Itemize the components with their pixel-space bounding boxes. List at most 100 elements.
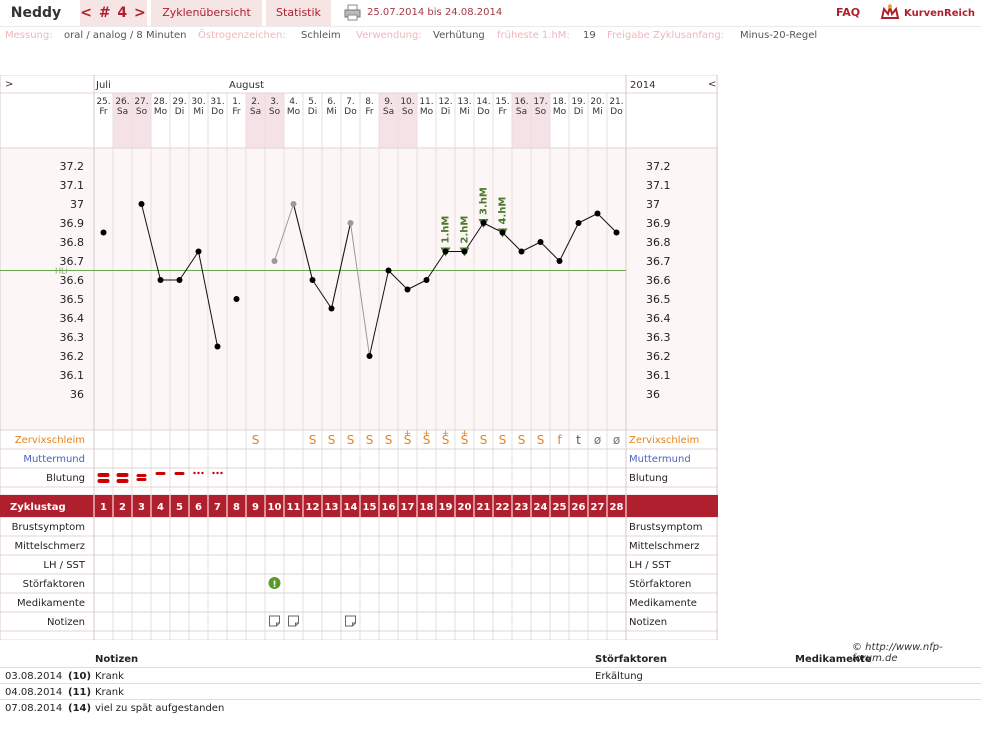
temperature-point-excluded[interactable] — [271, 258, 278, 264]
temperature-line — [293, 203, 313, 281]
mucus-observation: S — [442, 433, 450, 447]
day-weekday: Fr — [365, 107, 374, 117]
mucus-observation: S — [366, 433, 374, 447]
note-text: Krank — [95, 687, 124, 698]
prev-nav[interactable]: > — [5, 79, 13, 90]
cycle-day-number: 25 — [553, 502, 567, 513]
mucus-observation: f — [557, 433, 562, 447]
cycle-day-number: 17 — [401, 502, 415, 513]
temperature-point[interactable] — [556, 258, 563, 264]
y-tick-label: 36.7 — [60, 255, 85, 268]
note-date: 03.08.2014 — [5, 671, 63, 682]
temperature-point[interactable] — [537, 239, 544, 245]
temperature-point[interactable] — [233, 296, 240, 302]
temperature-line — [597, 213, 617, 233]
temperature-point[interactable] — [176, 277, 183, 283]
temperature-point[interactable] — [442, 248, 449, 255]
extra-row-label-right: Notizen — [629, 617, 667, 628]
y-tick-label-right: 36.7 — [646, 255, 671, 268]
temperature-point[interactable] — [499, 229, 506, 236]
y-tick-label-right: 36.4 — [646, 312, 671, 325]
bleeding-label-right: Blutung — [629, 473, 668, 484]
info-label-usage: Verwendung: — [356, 30, 422, 41]
mucus-observation: S — [461, 433, 469, 447]
cycle-day-number: 16 — [382, 502, 396, 513]
temperature-point[interactable] — [594, 210, 601, 217]
y-tick-label: 36.8 — [60, 236, 85, 249]
temperature-point[interactable] — [214, 343, 221, 350]
table-row: 03.08.2014 (10) Krank Erkältung — [0, 667, 981, 683]
day-date: 30. — [191, 97, 205, 107]
temperature-point[interactable] — [309, 277, 316, 283]
logo-text: KurvenReich — [904, 7, 976, 19]
day-weekday: Sa — [250, 107, 261, 117]
day-weekday: Do — [344, 107, 357, 117]
temperature-line — [578, 213, 598, 224]
temperature-point[interactable] — [138, 201, 145, 207]
day-date: 31. — [210, 97, 224, 107]
extra-row-label: Mittelschmerz — [15, 541, 85, 552]
note-icon[interactable] — [288, 615, 299, 627]
temperature-point[interactable] — [575, 220, 582, 226]
day-date: 14. — [476, 97, 490, 107]
temperature-point[interactable] — [518, 248, 525, 255]
mucus-observation: S — [518, 433, 526, 447]
info-label-estrogen: Östrogenzeichen: — [198, 30, 286, 41]
cycle-day-number: 19 — [439, 502, 453, 513]
weekend-shade — [531, 93, 550, 148]
day-date: 20. — [590, 97, 604, 107]
temperature-point[interactable] — [157, 277, 164, 283]
note-date: 07.08.2014 — [5, 703, 63, 714]
temperature-point-excluded[interactable] — [290, 201, 297, 207]
note-icon[interactable] — [345, 615, 356, 627]
cycle-day-number: 11 — [287, 502, 301, 513]
tab-cycle-overview[interactable]: Zyklenübersicht — [151, 0, 262, 26]
higher-measurement-label: 4.hM — [498, 197, 509, 225]
info-value-estrogen: Schleim — [301, 30, 341, 41]
year-label: 2014 — [630, 80, 655, 91]
temperature-point[interactable] — [385, 267, 392, 274]
temperature-point[interactable] — [404, 286, 411, 293]
temperature-point[interactable] — [366, 353, 373, 359]
higher-measurement-label: 3.hM — [479, 187, 490, 215]
mucus-observation: S — [480, 433, 488, 447]
mucus-observation: S — [347, 433, 355, 447]
day-weekday: Fr — [232, 107, 241, 117]
day-weekday: Di — [441, 107, 450, 117]
cycle-nav[interactable]: < # 4 > — [80, 0, 147, 26]
temperature-point[interactable] — [480, 220, 487, 226]
temperature-line-excluded — [274, 203, 294, 262]
temperature-point[interactable] — [461, 248, 468, 255]
temperature-point-excluded[interactable] — [347, 220, 354, 226]
faq-link[interactable]: FAQ — [836, 6, 861, 19]
temperature-line — [559, 222, 579, 262]
y-tick-label-right: 36.8 — [646, 236, 671, 249]
note-icon[interactable] — [269, 615, 280, 627]
mucus-observation: ø — [594, 433, 601, 447]
tab-statistics[interactable]: Statistik — [266, 0, 331, 26]
day-weekday: Mi — [193, 107, 203, 117]
extra-row-label: Notizen — [47, 617, 85, 628]
logo[interactable]: KurvenReich — [880, 2, 975, 24]
bleeding-heavy-mark — [116, 473, 129, 477]
temperature-point[interactable] — [613, 229, 620, 236]
y-tick-label-right: 36.3 — [646, 331, 671, 344]
day-date: 5. — [308, 97, 317, 107]
y-tick-label-right: 36.5 — [646, 293, 671, 306]
cycle-day-number: 13 — [325, 502, 339, 513]
temperature-point[interactable] — [423, 277, 430, 283]
y-tick-label-right: 37 — [646, 198, 660, 211]
temperature-point[interactable] — [195, 248, 202, 255]
bleeding-medium-mark — [136, 478, 147, 481]
temperature-point[interactable] — [328, 305, 335, 312]
print-icon[interactable] — [344, 4, 361, 21]
disturbance-icon[interactable] — [268, 577, 281, 589]
temperature-point[interactable] — [100, 229, 107, 236]
mucus-plus: + — [404, 429, 412, 439]
next-nav[interactable]: < — [708, 79, 716, 90]
day-date: 13. — [457, 97, 471, 107]
day-date: 21. — [609, 97, 623, 107]
cycle-day-number: 5 — [176, 502, 183, 513]
y-tick-label-right: 36.2 — [646, 350, 671, 363]
temperature-line — [521, 241, 541, 252]
